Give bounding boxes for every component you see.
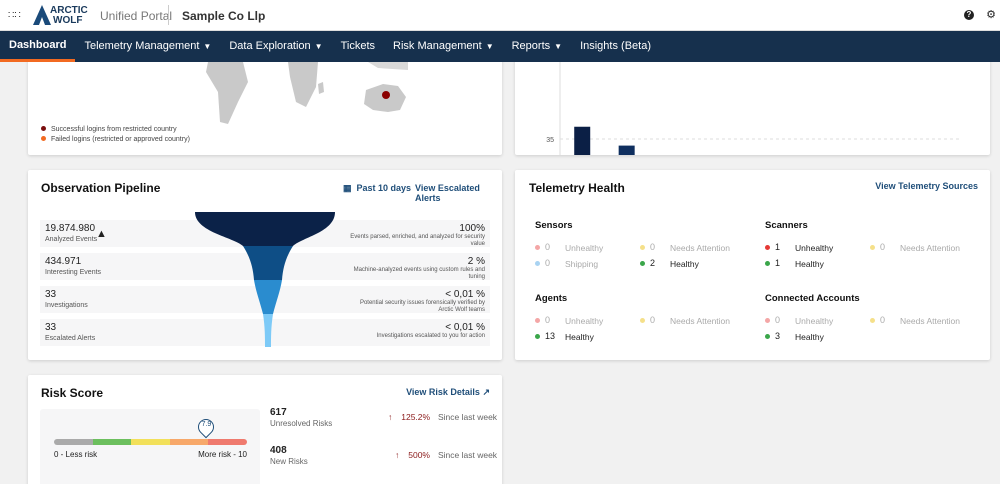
new-risks-change: ↑ 500% [395, 450, 430, 460]
nav-insights[interactable]: Insights (Beta) [580, 40, 651, 52]
status-dot [765, 245, 770, 250]
gear-icon[interactable]: ⚙ [986, 9, 996, 21]
since-label: Since last week [438, 412, 498, 422]
arrow-up-icon: ↑ [395, 450, 400, 460]
nav-dashboard[interactable]: Dashboard [0, 31, 76, 62]
card-title: Telemetry Health [529, 181, 625, 195]
status-dot [535, 318, 540, 323]
nav-reports[interactable]: Reports ▼ [511, 40, 563, 52]
legend-item: Failed logins (restricted or approved co… [41, 136, 190, 143]
bar-chart: 035app.servic...robin.sher...jack.bomba.… [546, 62, 960, 155]
caret-down-icon: ▼ [314, 42, 323, 51]
new-risks-label: New Risks [270, 457, 308, 466]
unresolved-risks-label: Unresolved Risks [270, 419, 333, 428]
risk-max-label: More risk - 10 [198, 450, 247, 459]
login-map-card: Successful logins from restricted countr… [28, 62, 502, 155]
telemetry-group-title: Scanners [765, 220, 808, 231]
status-dot [535, 334, 540, 339]
external-link-icon: ↗ [482, 387, 490, 397]
mouse-cursor: ▲ [96, 228, 107, 240]
view-risk-details-link[interactable]: View Risk Details ↗ [406, 387, 490, 397]
funnel-stage [243, 246, 293, 280]
date-range-button[interactable]: ▦ Past 10 days [343, 183, 412, 193]
caret-down-icon: ▼ [554, 42, 563, 51]
funnel-stage [195, 212, 335, 246]
status-dot [640, 245, 645, 250]
unresolved-risks-count: 617 [270, 407, 287, 418]
world-map [206, 62, 408, 124]
status-dot [765, 334, 770, 339]
y-tick-label: 35 [546, 137, 554, 144]
calendar-icon: ▦ [343, 183, 352, 193]
login-bar-chart-card: 035app.servic...robin.sher...jack.bomba.… [515, 62, 990, 155]
view-telemetry-sources-link[interactable]: View Telemetry Sources [875, 181, 978, 191]
card-title: Risk Score [41, 386, 104, 400]
status-dot [765, 318, 770, 323]
caret-down-icon: ▼ [485, 42, 494, 51]
nav-risk-management[interactable]: Risk Management ▼ [393, 40, 494, 52]
unresolved-risks-change: ↑ 125.2% [388, 412, 431, 422]
telemetry-group-title: Agents [535, 293, 568, 304]
top-bar: ∷∷ ARCTIC WOLF Unified Portal Sample Co … [0, 0, 1000, 31]
nav-tickets[interactable]: Tickets [340, 40, 376, 52]
funnel-stage [263, 314, 273, 347]
nav-data-exploration[interactable]: Data Exploration ▼ [229, 40, 323, 52]
risk-score-card: Risk Score View Risk Details ↗ 7.9 0 - L… [28, 375, 502, 484]
card-title: Observation Pipeline [41, 181, 161, 195]
funnel-stage [254, 280, 282, 314]
telemetry-group-title: Sensors [535, 220, 573, 231]
risk-min-label: 0 - Less risk [54, 450, 98, 459]
app-name: Unified Portal [100, 9, 173, 23]
funnel-chart [195, 212, 335, 347]
status-dot [535, 261, 540, 266]
status-dot [640, 261, 645, 266]
status-dot [765, 261, 770, 266]
view-escalated-alerts-link[interactable]: View Escalated Alerts [415, 183, 480, 203]
help-icon[interactable]: ? [964, 10, 974, 20]
status-dot [535, 245, 540, 250]
divider [168, 5, 169, 25]
apps-grid-icon[interactable]: ∷∷ [8, 10, 21, 21]
nav-telemetry-management[interactable]: Telemetry Management ▼ [84, 40, 212, 52]
arrow-up-icon: ↑ [388, 412, 393, 422]
bar [618, 145, 635, 155]
status-dot [870, 318, 875, 323]
main-nav: Dashboard Telemetry Management ▼ Data Exp… [0, 31, 1000, 62]
risk-scale-bar [54, 439, 247, 445]
new-risks-count: 408 [270, 445, 287, 456]
status-dot [640, 318, 645, 323]
risk-score-value: 7.9 [201, 421, 212, 428]
bar [574, 126, 591, 155]
risk-gauge: 7.9 0 - Less risk More risk - 10 [40, 409, 260, 484]
telemetry-health-card: Telemetry Health View Telemetry Sources … [515, 170, 990, 360]
observation-pipeline-card: Observation Pipeline ▦ Past 10 days View … [28, 170, 502, 360]
legend-item: Successful logins from restricted countr… [41, 126, 177, 133]
legend-dot [41, 126, 46, 131]
legend-dot [41, 136, 46, 141]
since-label: Since last week [438, 450, 498, 460]
caret-down-icon: ▼ [203, 42, 212, 51]
arctic-wolf-logo[interactable]: ARCTIC WOLF [33, 5, 88, 27]
status-dot [870, 245, 875, 250]
telemetry-group-title: Connected Accounts [765, 293, 860, 304]
org-selector[interactable]: Sample Co Llp [182, 9, 266, 23]
